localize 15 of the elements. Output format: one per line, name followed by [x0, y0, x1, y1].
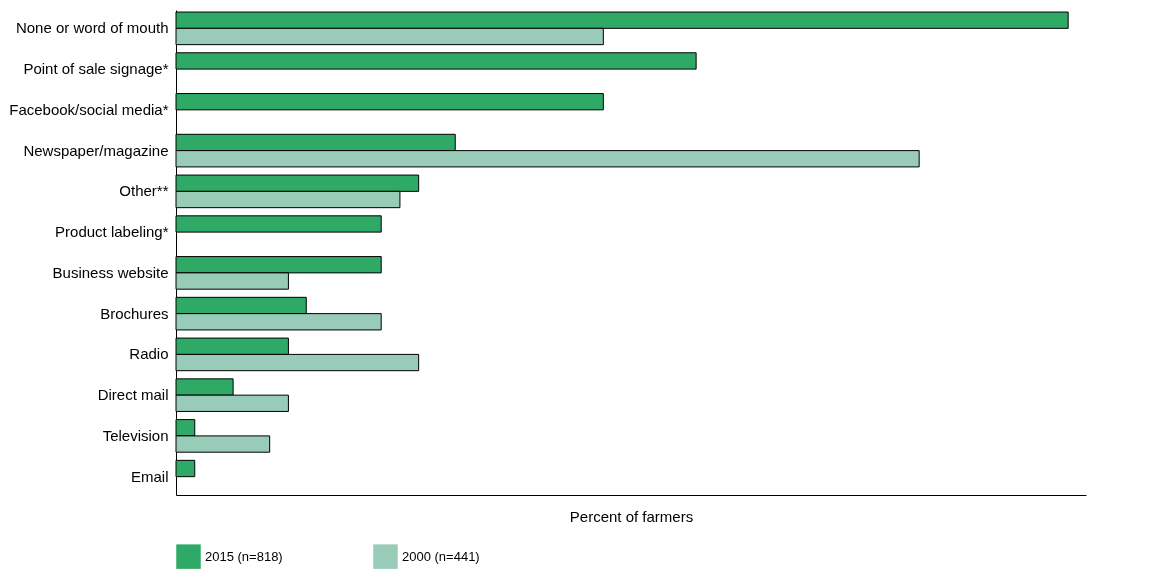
y-tick-label: Business website	[52, 263, 169, 281]
y-tick-label: Radio	[129, 345, 169, 363]
y-tick-label: None or word of mouth	[15, 19, 169, 37]
y-tick-label: Product labeling*	[55, 223, 169, 241]
y-tick-label: Television	[102, 426, 169, 444]
legend-label: 2000 (n=441)	[402, 548, 480, 564]
y-tick-label: Email	[130, 467, 169, 485]
y-tick-label: Newspaper/magazine	[23, 141, 169, 159]
y-tick-label: Direct mail	[97, 386, 169, 404]
y-tick-label: Brochures	[100, 304, 169, 322]
x-axis-title: Percent of farmers	[569, 507, 694, 525]
legend-label: 2015 (n=818)	[205, 548, 283, 564]
y-tick-label: Other**	[119, 182, 169, 200]
y-tick-label: Point of sale signage*	[23, 60, 169, 78]
y-tick-label: Facebook/social media*	[9, 100, 169, 118]
